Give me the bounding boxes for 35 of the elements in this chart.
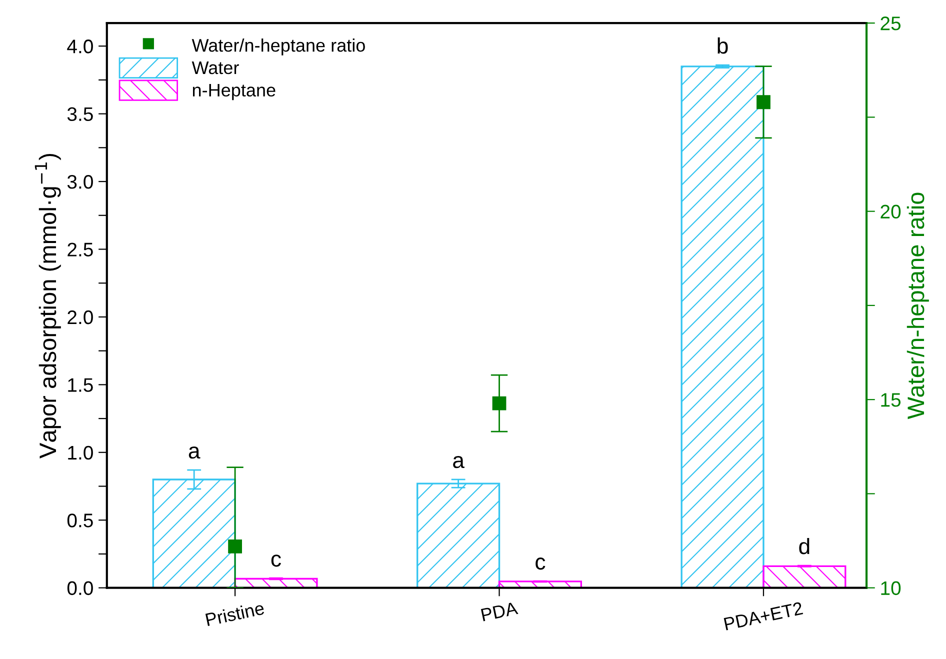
y-tick-label: 2.0 bbox=[68, 310, 93, 324]
y2-tick-label: 25 bbox=[880, 16, 901, 30]
annotation: a bbox=[453, 456, 464, 468]
y-tick-label: 3.0 bbox=[67, 174, 93, 189]
y2-tick-label: 10 bbox=[881, 581, 901, 596]
annotation: a bbox=[188, 446, 200, 459]
bar bbox=[416, 482, 500, 588]
legend-label: Water/n-heptane ratio bbox=[192, 38, 365, 56]
point bbox=[492, 396, 506, 410]
y-axis-title: Vapor adsorption (mmol·g$^{−1}$) bbox=[34, 154, 61, 458]
point bbox=[228, 539, 242, 554]
x-tick-label: PDA+ET2 bbox=[724, 602, 804, 630]
point bbox=[756, 95, 770, 110]
y-tick-label: 1.5 bbox=[68, 378, 93, 392]
bar bbox=[498, 580, 582, 588]
annotation: d bbox=[799, 538, 810, 554]
annotation: b bbox=[718, 37, 728, 54]
x-tick-label: Pristine bbox=[205, 601, 265, 626]
y-tick-label: 2.5 bbox=[68, 242, 93, 256]
y2-axis-title: Water/n-heptane ratio bbox=[906, 192, 929, 420]
annotation: c bbox=[536, 558, 546, 570]
annotation: c bbox=[271, 554, 281, 567]
y-tick-label: 4.0 bbox=[67, 40, 93, 54]
y-tick-label: 1.0 bbox=[68, 446, 93, 460]
bar bbox=[234, 578, 318, 588]
bar bbox=[762, 565, 846, 588]
bar bbox=[680, 66, 764, 588]
y-tick-label: 0.5 bbox=[67, 514, 93, 528]
legend-label: n-Heptane bbox=[192, 84, 276, 100]
y-tick-label: 0.0 bbox=[67, 581, 93, 596]
y-tick-label: 3.5 bbox=[67, 107, 93, 122]
legend-label: Water bbox=[192, 62, 239, 74]
y2-tick-label: 15 bbox=[881, 393, 901, 407]
x-tick-label: PDA bbox=[480, 602, 518, 622]
y2-tick-label: 20 bbox=[880, 204, 901, 219]
